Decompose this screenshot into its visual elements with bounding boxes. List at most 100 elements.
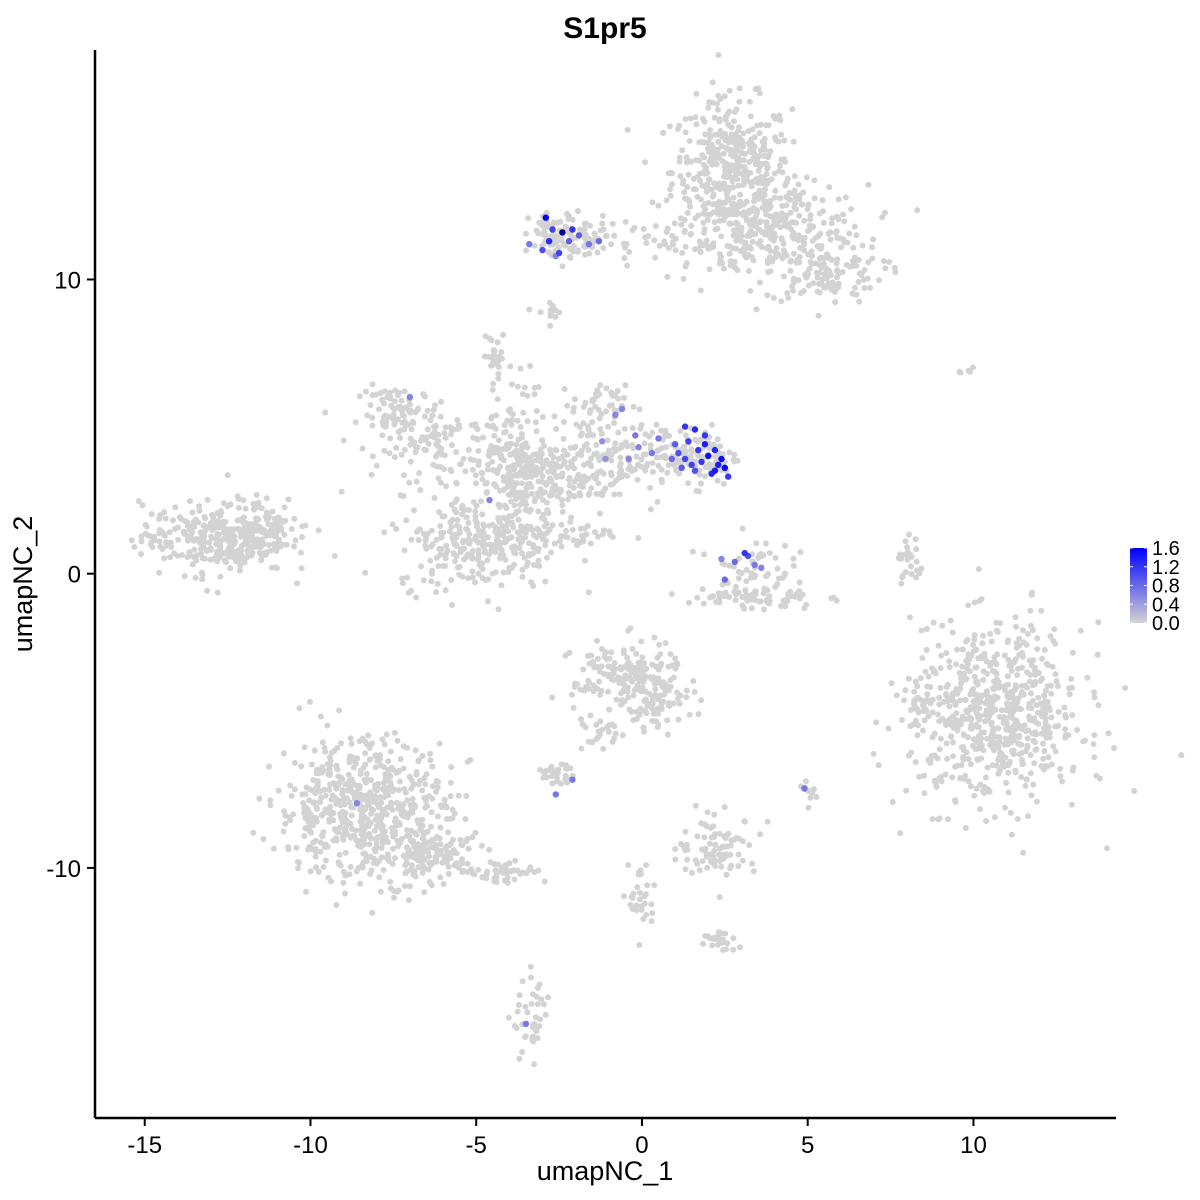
cell-point — [943, 691, 949, 697]
cell-point — [851, 223, 858, 230]
cell-point — [851, 284, 858, 291]
cell-point — [936, 694, 943, 701]
cell-point — [157, 543, 164, 550]
cell-point — [1003, 720, 1010, 727]
cell-point — [401, 446, 408, 453]
cell-point — [882, 265, 889, 272]
cell-point — [744, 173, 751, 179]
cell-point — [1004, 673, 1011, 680]
cell-point — [714, 100, 720, 107]
cell-point — [408, 837, 415, 844]
cell-point — [508, 513, 515, 520]
cell-point — [326, 786, 333, 793]
cell-point — [1031, 760, 1038, 767]
cell-point — [778, 131, 785, 138]
cell-point — [610, 480, 616, 487]
cell-point — [626, 463, 633, 470]
cell-point — [976, 597, 983, 604]
cell-point — [349, 826, 355, 832]
cell-point — [833, 274, 840, 281]
cell-point — [948, 733, 955, 740]
cell-point — [156, 569, 163, 576]
cell-point — [395, 429, 402, 435]
cell-point — [501, 422, 508, 429]
cell-point — [597, 227, 604, 234]
cell-point — [517, 533, 523, 540]
cell-point — [357, 771, 364, 778]
cell-point — [683, 154, 690, 161]
cell-point — [949, 774, 956, 781]
cell-point — [415, 537, 422, 544]
cell-point — [611, 677, 618, 683]
cell-point — [503, 443, 510, 450]
cell-point — [729, 184, 736, 191]
cell-point — [505, 464, 512, 471]
cell-point — [615, 429, 622, 436]
cell-point — [538, 515, 545, 522]
cell-point — [642, 159, 649, 166]
cell-point — [180, 528, 187, 535]
cell-point — [716, 116, 723, 123]
cell-point — [489, 458, 496, 465]
cell-point — [561, 386, 568, 392]
cell-point — [463, 838, 470, 845]
cell-point — [694, 860, 701, 867]
cell-point — [613, 696, 620, 703]
cell-point — [139, 502, 146, 509]
cell-point — [373, 462, 380, 469]
cell-point — [543, 767, 550, 774]
cell-point — [726, 87, 733, 94]
cell-point — [633, 902, 640, 909]
cell-point — [383, 811, 390, 818]
cell-point — [611, 660, 618, 667]
cell-point — [748, 574, 754, 581]
cell-point — [309, 846, 316, 853]
cell-point — [475, 447, 482, 454]
cell-point — [720, 480, 727, 487]
cell-point — [746, 209, 753, 216]
cell-point — [858, 272, 865, 279]
cell-point — [921, 717, 928, 724]
cell-point — [935, 816, 942, 823]
cell-point — [526, 540, 532, 547]
cell-point — [721, 93, 728, 100]
cell-point — [377, 390, 384, 396]
cell-point — [492, 354, 498, 360]
cell-point — [531, 242, 538, 249]
expressing-cell-point — [565, 238, 573, 245]
cell-point — [1077, 627, 1084, 634]
expressing-cell-point — [705, 452, 712, 460]
cell-point — [166, 541, 172, 548]
cell-point — [587, 461, 594, 467]
cell-point — [661, 434, 668, 441]
cell-point — [700, 203, 707, 210]
cell-point — [777, 162, 783, 169]
cell-point — [199, 571, 206, 578]
cell-point — [624, 262, 631, 269]
cell-point — [923, 647, 930, 653]
cell-point — [138, 538, 145, 545]
cell-point — [749, 238, 756, 245]
cell-point — [569, 216, 576, 223]
cell-point — [869, 255, 876, 262]
cell-point — [431, 495, 438, 501]
cell-point — [728, 862, 735, 869]
cell-point — [556, 309, 563, 316]
cell-point — [528, 490, 535, 497]
cell-point — [308, 829, 315, 836]
cell-point — [946, 703, 953, 710]
cell-point — [156, 530, 163, 537]
cell-point — [448, 523, 455, 530]
cell-point — [642, 467, 649, 474]
cell-point — [856, 298, 863, 305]
cell-point — [508, 451, 515, 458]
cell-point — [489, 570, 496, 577]
cell-point — [697, 287, 704, 294]
cell-point — [649, 910, 656, 917]
cell-point — [763, 573, 770, 580]
cell-point — [283, 541, 290, 548]
cell-point — [1029, 730, 1036, 737]
cell-point — [448, 602, 455, 608]
cell-point — [459, 573, 466, 580]
cell-point — [848, 206, 855, 212]
